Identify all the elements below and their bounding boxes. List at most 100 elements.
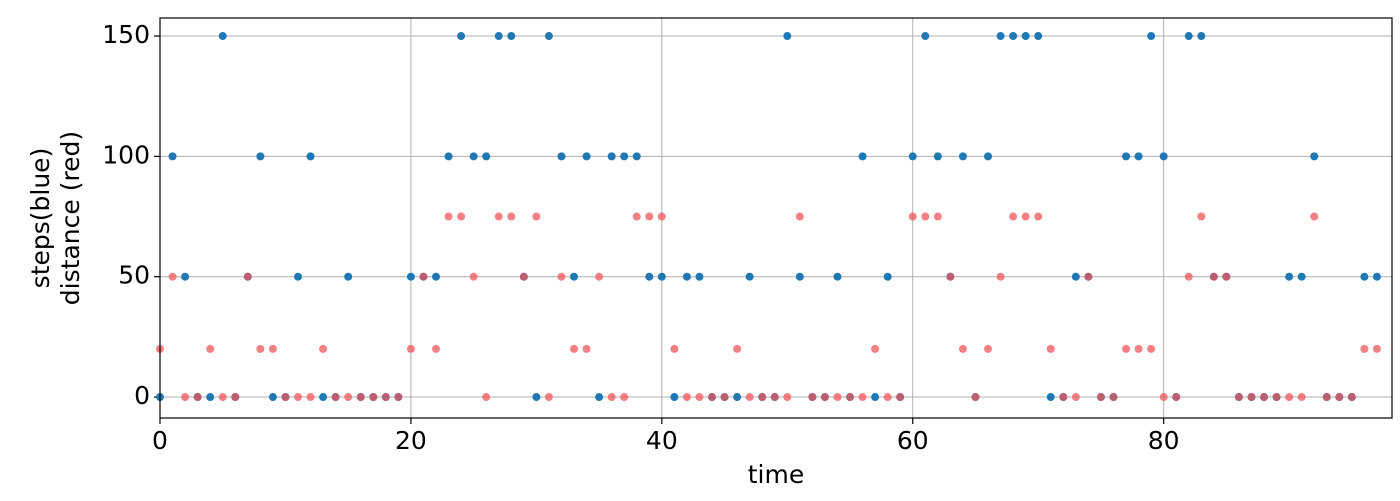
point bbox=[181, 272, 190, 281]
point bbox=[1360, 272, 1369, 281]
point bbox=[181, 393, 190, 402]
point bbox=[733, 344, 742, 353]
point bbox=[1197, 32, 1206, 41]
point bbox=[482, 393, 491, 402]
point bbox=[570, 344, 579, 353]
point bbox=[331, 393, 340, 402]
point bbox=[218, 32, 227, 41]
plot-frame bbox=[159, 17, 1393, 419]
point bbox=[356, 393, 365, 402]
point bbox=[268, 344, 277, 353]
point bbox=[871, 393, 880, 402]
y-axis-label: distance (red) bbox=[56, 131, 85, 305]
y-tick-label: 150 bbox=[102, 20, 150, 49]
point bbox=[1147, 344, 1156, 353]
point bbox=[432, 344, 441, 353]
point bbox=[570, 272, 579, 281]
point bbox=[268, 393, 277, 402]
point bbox=[695, 272, 704, 281]
point bbox=[1071, 393, 1080, 402]
point bbox=[168, 152, 177, 161]
x-tick-label: 20 bbox=[395, 426, 427, 455]
point bbox=[1184, 272, 1193, 281]
point bbox=[808, 393, 817, 402]
point bbox=[1034, 212, 1043, 221]
x-tick-label: 40 bbox=[646, 426, 678, 455]
point bbox=[469, 152, 478, 161]
point bbox=[1046, 344, 1055, 353]
point bbox=[1310, 212, 1319, 221]
point bbox=[1234, 393, 1243, 402]
point bbox=[984, 344, 993, 353]
y-tick-label: 100 bbox=[102, 140, 150, 169]
point bbox=[1285, 393, 1294, 402]
point bbox=[419, 272, 428, 281]
point bbox=[595, 272, 604, 281]
point bbox=[494, 212, 503, 221]
point bbox=[1159, 393, 1168, 402]
point bbox=[494, 32, 503, 41]
point bbox=[406, 344, 415, 353]
point bbox=[833, 393, 842, 402]
point bbox=[595, 393, 604, 402]
point bbox=[457, 212, 466, 221]
point bbox=[369, 393, 378, 402]
point bbox=[733, 393, 742, 402]
point bbox=[871, 344, 880, 353]
point bbox=[657, 272, 666, 281]
point bbox=[833, 272, 842, 281]
point bbox=[1197, 212, 1206, 221]
point bbox=[632, 212, 641, 221]
point bbox=[720, 393, 729, 402]
point bbox=[193, 393, 202, 402]
point bbox=[820, 393, 829, 402]
point bbox=[444, 152, 453, 161]
point bbox=[645, 272, 654, 281]
point bbox=[1021, 32, 1030, 41]
point bbox=[444, 212, 453, 221]
point bbox=[1335, 393, 1344, 402]
point bbox=[958, 344, 967, 353]
point bbox=[381, 393, 390, 402]
point bbox=[1347, 393, 1356, 402]
point bbox=[795, 272, 804, 281]
point bbox=[657, 212, 666, 221]
point bbox=[745, 393, 754, 402]
point bbox=[432, 272, 441, 281]
point bbox=[645, 212, 654, 221]
point bbox=[1084, 272, 1093, 281]
point bbox=[908, 212, 917, 221]
point bbox=[984, 152, 993, 161]
point bbox=[745, 272, 754, 281]
point bbox=[1009, 212, 1018, 221]
point bbox=[1310, 152, 1319, 161]
point bbox=[946, 272, 955, 281]
point bbox=[783, 32, 792, 41]
point bbox=[933, 212, 942, 221]
point bbox=[933, 152, 942, 161]
point bbox=[231, 393, 240, 402]
point bbox=[1372, 344, 1381, 353]
point bbox=[519, 272, 528, 281]
point bbox=[620, 393, 629, 402]
point bbox=[557, 152, 566, 161]
x-tick-label: 60 bbox=[897, 426, 929, 455]
point bbox=[1297, 272, 1306, 281]
point bbox=[846, 393, 855, 402]
point bbox=[858, 152, 867, 161]
point bbox=[1122, 152, 1131, 161]
point bbox=[670, 344, 679, 353]
point bbox=[1209, 272, 1218, 281]
point bbox=[1322, 393, 1331, 402]
point bbox=[344, 393, 353, 402]
point bbox=[344, 272, 353, 281]
point bbox=[1159, 152, 1168, 161]
point bbox=[620, 152, 629, 161]
point bbox=[206, 344, 215, 353]
point bbox=[996, 272, 1005, 281]
point bbox=[457, 32, 466, 41]
point bbox=[1109, 393, 1118, 402]
y-tick-label: 50 bbox=[118, 261, 150, 290]
y-tick-label: 0 bbox=[134, 381, 150, 410]
point bbox=[695, 393, 704, 402]
